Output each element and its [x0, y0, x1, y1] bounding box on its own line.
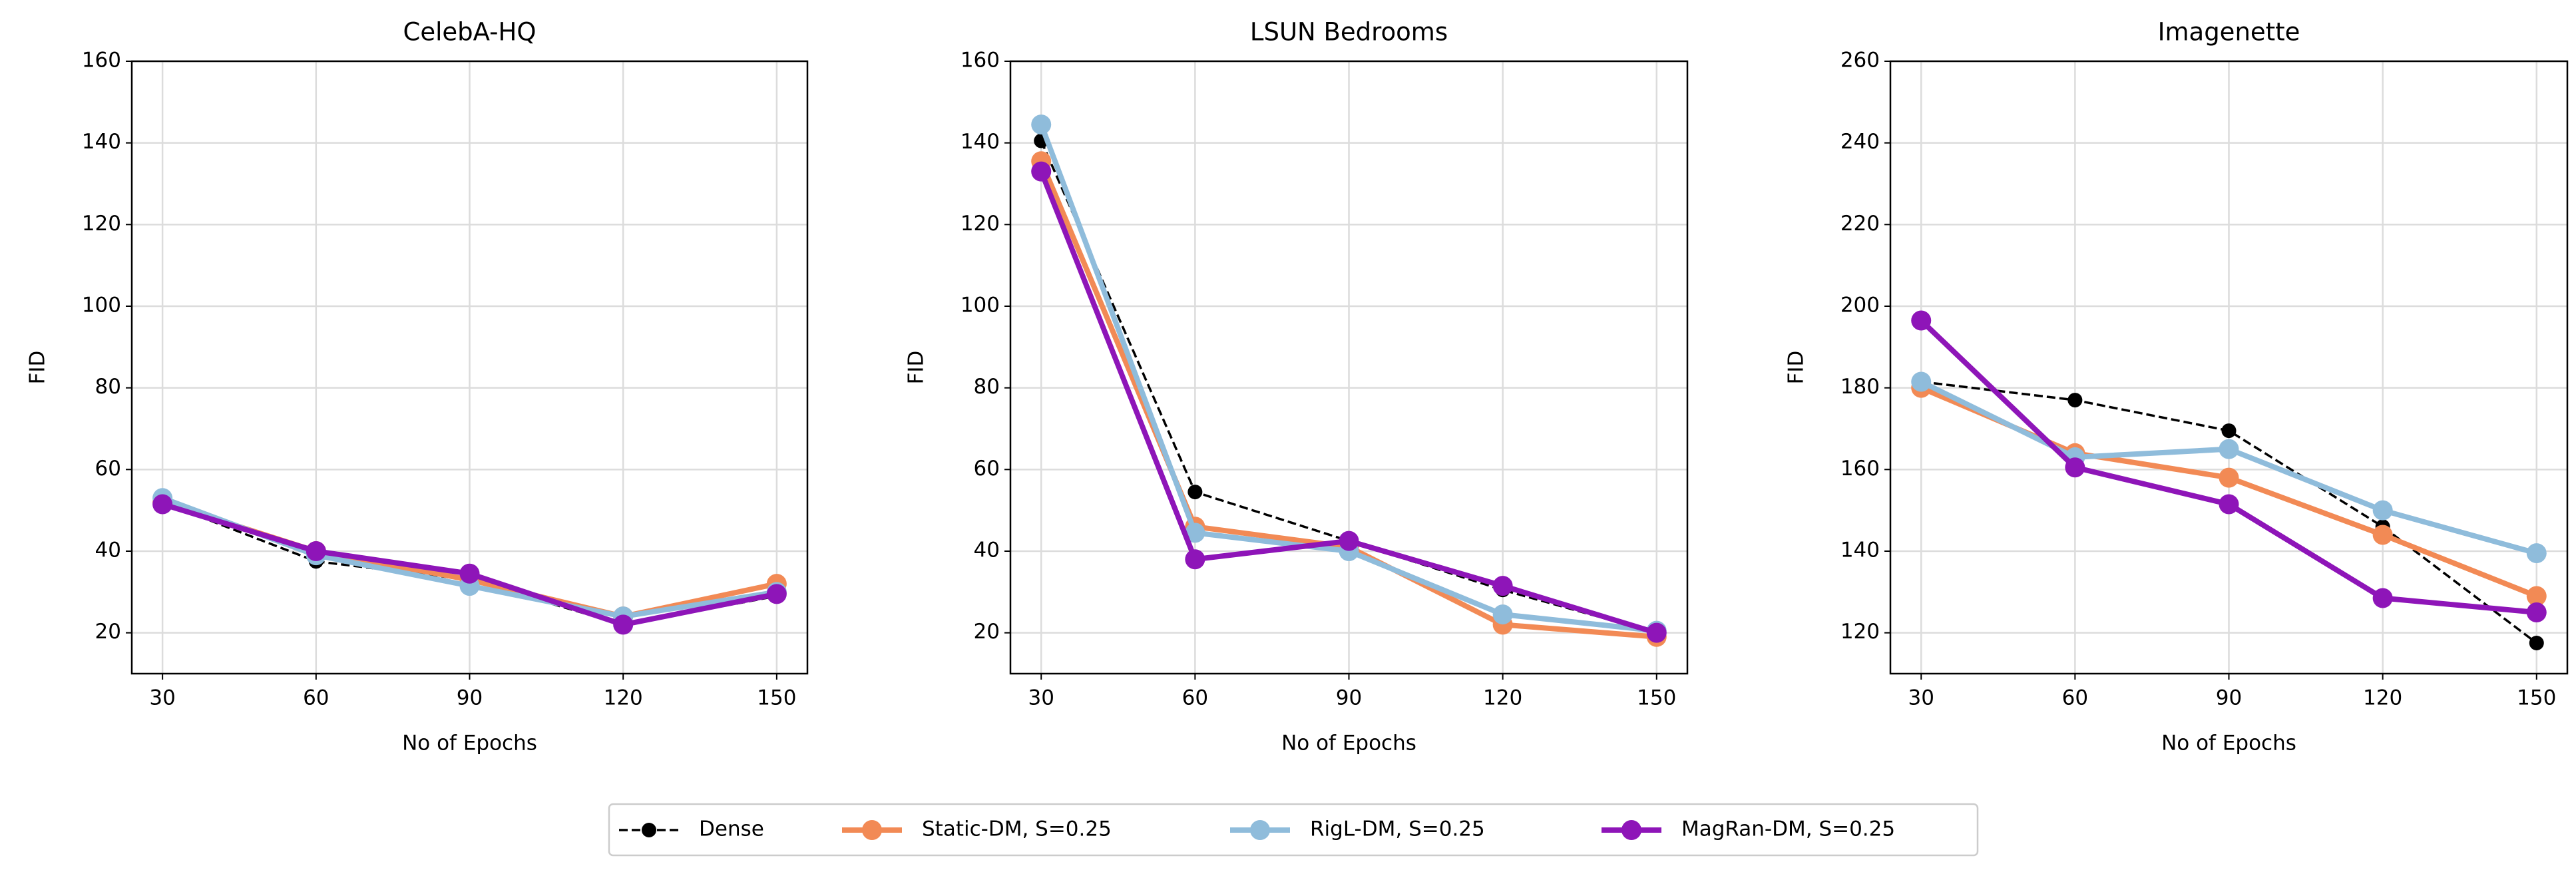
x-tick-label: 30 — [1908, 686, 1934, 710]
chart-title: CelebA-HQ — [403, 18, 537, 47]
point — [1492, 604, 1513, 625]
x-tick-label: 90 — [2216, 686, 2242, 710]
y-axis-label: FID — [905, 351, 929, 385]
plot-frame — [130, 60, 809, 675]
point — [152, 494, 173, 515]
y-tick-label: 120 — [961, 212, 1000, 236]
y-tick-label: 160 — [961, 49, 1000, 73]
chart-title: LSUN Bedrooms — [1250, 18, 1448, 47]
plot-frame — [1009, 60, 1689, 675]
y-tick-label: 180 — [1840, 375, 1880, 399]
point — [1911, 371, 1932, 392]
point — [1339, 531, 1359, 551]
y-tick-label: 80 — [95, 375, 121, 399]
x-tick-label: 120 — [1483, 686, 1522, 710]
y-tick-label: 60 — [95, 457, 121, 481]
point — [2372, 500, 2393, 521]
legend-marker — [862, 820, 882, 840]
x-tick-label: 30 — [1028, 686, 1054, 710]
x-tick-label: 150 — [2517, 686, 2556, 710]
x-tick-label: 120 — [604, 686, 643, 710]
legend-label: MagRan-DM, S=0.25 — [1681, 817, 1895, 841]
y-tick-label: 140 — [82, 130, 121, 154]
y-axis-label: FID — [1785, 351, 1809, 385]
y-tick-label: 40 — [974, 539, 1000, 562]
point — [1185, 523, 1205, 543]
x-tick-label: 60 — [1182, 686, 1208, 710]
point — [2067, 393, 2083, 408]
y-tick-label: 240 — [1840, 130, 1880, 154]
point — [1911, 310, 1932, 331]
point — [613, 614, 634, 635]
x-axis-label: No of Epochs — [2161, 732, 2296, 756]
y-tick-label: 140 — [961, 130, 1000, 154]
legend-box — [608, 803, 1979, 857]
point — [2526, 586, 2547, 606]
point — [2219, 494, 2239, 515]
point — [1187, 485, 1203, 500]
y-tick-label: 140 — [1840, 539, 1880, 562]
point — [2372, 525, 2393, 545]
point — [2219, 439, 2239, 459]
point — [459, 563, 480, 584]
x-tick-label: 150 — [757, 686, 796, 710]
point — [1492, 576, 1513, 596]
y-tick-label: 60 — [974, 457, 1000, 481]
point — [2526, 543, 2547, 564]
point — [306, 541, 326, 561]
legend-label: RigL-DM, S=0.25 — [1310, 817, 1485, 841]
y-tick-label: 40 — [95, 539, 121, 562]
chart-title: Imagenette — [2158, 18, 2300, 47]
y-tick-label: 80 — [974, 375, 1000, 399]
x-tick-label: 60 — [303, 686, 329, 710]
x-axis-label: No of Epochs — [402, 732, 537, 756]
plot-frame — [1889, 60, 2569, 675]
y-tick-label: 260 — [1840, 49, 1880, 73]
point — [2221, 423, 2237, 439]
point — [1031, 161, 1052, 182]
point — [766, 584, 787, 604]
x-axis-label: No of Epochs — [1281, 732, 1416, 756]
point — [1031, 114, 1052, 135]
legend-marker — [1621, 820, 1641, 840]
y-tick-label: 220 — [1840, 212, 1880, 236]
y-tick-label: 160 — [1840, 457, 1880, 481]
y-tick-label: 120 — [82, 212, 121, 236]
y-tick-label: 200 — [1840, 294, 1880, 318]
point — [1646, 622, 1667, 643]
y-tick-label: 100 — [961, 294, 1000, 318]
legend-label: Dense — [699, 817, 764, 841]
x-tick-label: 120 — [2363, 686, 2402, 710]
point — [2219, 467, 2239, 488]
point — [2526, 602, 2547, 622]
y-tick-label: 20 — [974, 620, 1000, 644]
x-tick-label: 30 — [149, 686, 175, 710]
legend-marker — [642, 823, 656, 837]
legend-marker — [1250, 820, 1270, 840]
x-tick-label: 60 — [2062, 686, 2088, 710]
x-tick-label: 150 — [1637, 686, 1676, 710]
y-tick-label: 20 — [95, 620, 121, 644]
point — [2529, 636, 2544, 650]
point — [2065, 457, 2085, 478]
y-axis-label: FID — [26, 351, 50, 385]
x-tick-label: 90 — [1336, 686, 1362, 710]
y-tick-label: 120 — [1840, 620, 1880, 644]
x-tick-label: 90 — [457, 686, 483, 710]
legend-label: Static-DM, S=0.25 — [922, 817, 1112, 841]
y-tick-label: 100 — [82, 294, 121, 318]
point — [1185, 549, 1205, 570]
y-tick-label: 160 — [82, 49, 121, 73]
point — [2372, 588, 2393, 608]
